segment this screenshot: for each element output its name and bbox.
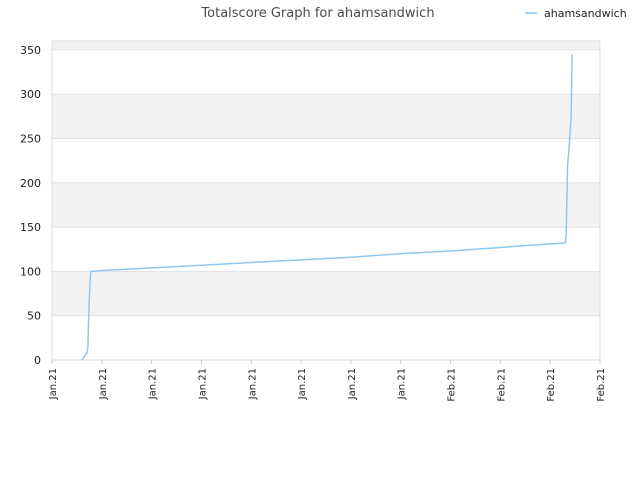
chart-title: Totalscore Graph for ahamsandwich	[200, 6, 434, 21]
series-line	[81, 54, 573, 361]
plot-border	[51, 40, 601, 361]
x-tick-label: Feb.21	[546, 368, 557, 402]
y-tick-label: 50	[27, 310, 41, 323]
y-tick-label: 250	[20, 132, 41, 145]
y-tick-label: 100	[20, 265, 41, 278]
x-axis: Jan.21 Jan.21 Jan.21 Jan.21 Jan.21 Jan.21 Jan.…	[48, 360, 607, 402]
x-tick-label: Jan.21	[347, 368, 358, 400]
y-tick-label: 0	[34, 354, 41, 367]
y-axis: 0 50 100 150 200 250 300 350	[20, 44, 41, 367]
x-tick-label: Jan.21	[148, 368, 159, 400]
x-tick-label: Jan.21	[397, 368, 408, 400]
y-tick-label: 200	[20, 177, 41, 190]
grid-band	[52, 94, 600, 139]
grid-band	[52, 41, 600, 50]
x-tick-label: Feb.21	[496, 368, 507, 402]
grid-band	[52, 182, 600, 228]
x-tick-label: Feb.21	[596, 368, 607, 402]
x-tick-label: Jan.21	[197, 368, 208, 400]
series-layer	[81, 54, 573, 361]
grid-band	[52, 271, 600, 316]
x-tick-label: Feb.21	[447, 368, 458, 402]
legend: ahamsandwich	[525, 7, 627, 20]
x-tick-label: Jan.21	[48, 368, 59, 400]
y-tick-label: 150	[20, 221, 41, 234]
plot-bands	[52, 41, 600, 360]
gridlines	[51, 40, 601, 361]
y-tick-label: 300	[20, 88, 41, 101]
x-tick-label: Jan.21	[297, 368, 308, 400]
y-tick-label: 350	[20, 44, 41, 57]
legend-label: ahamsandwich	[544, 7, 627, 20]
x-tick-label: Jan.21	[247, 368, 258, 400]
x-tick-label: Jan.21	[98, 368, 109, 400]
